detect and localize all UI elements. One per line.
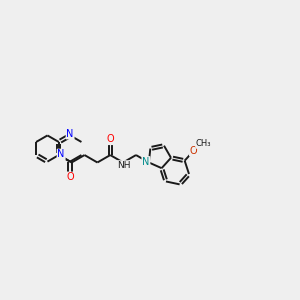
Text: O: O	[190, 146, 197, 156]
Text: NH: NH	[117, 161, 130, 170]
Text: O: O	[106, 134, 114, 144]
Text: N: N	[142, 157, 150, 167]
Text: N: N	[58, 149, 65, 160]
Text: N: N	[66, 129, 74, 139]
Text: CH₃: CH₃	[196, 139, 212, 148]
Text: O: O	[66, 172, 74, 182]
